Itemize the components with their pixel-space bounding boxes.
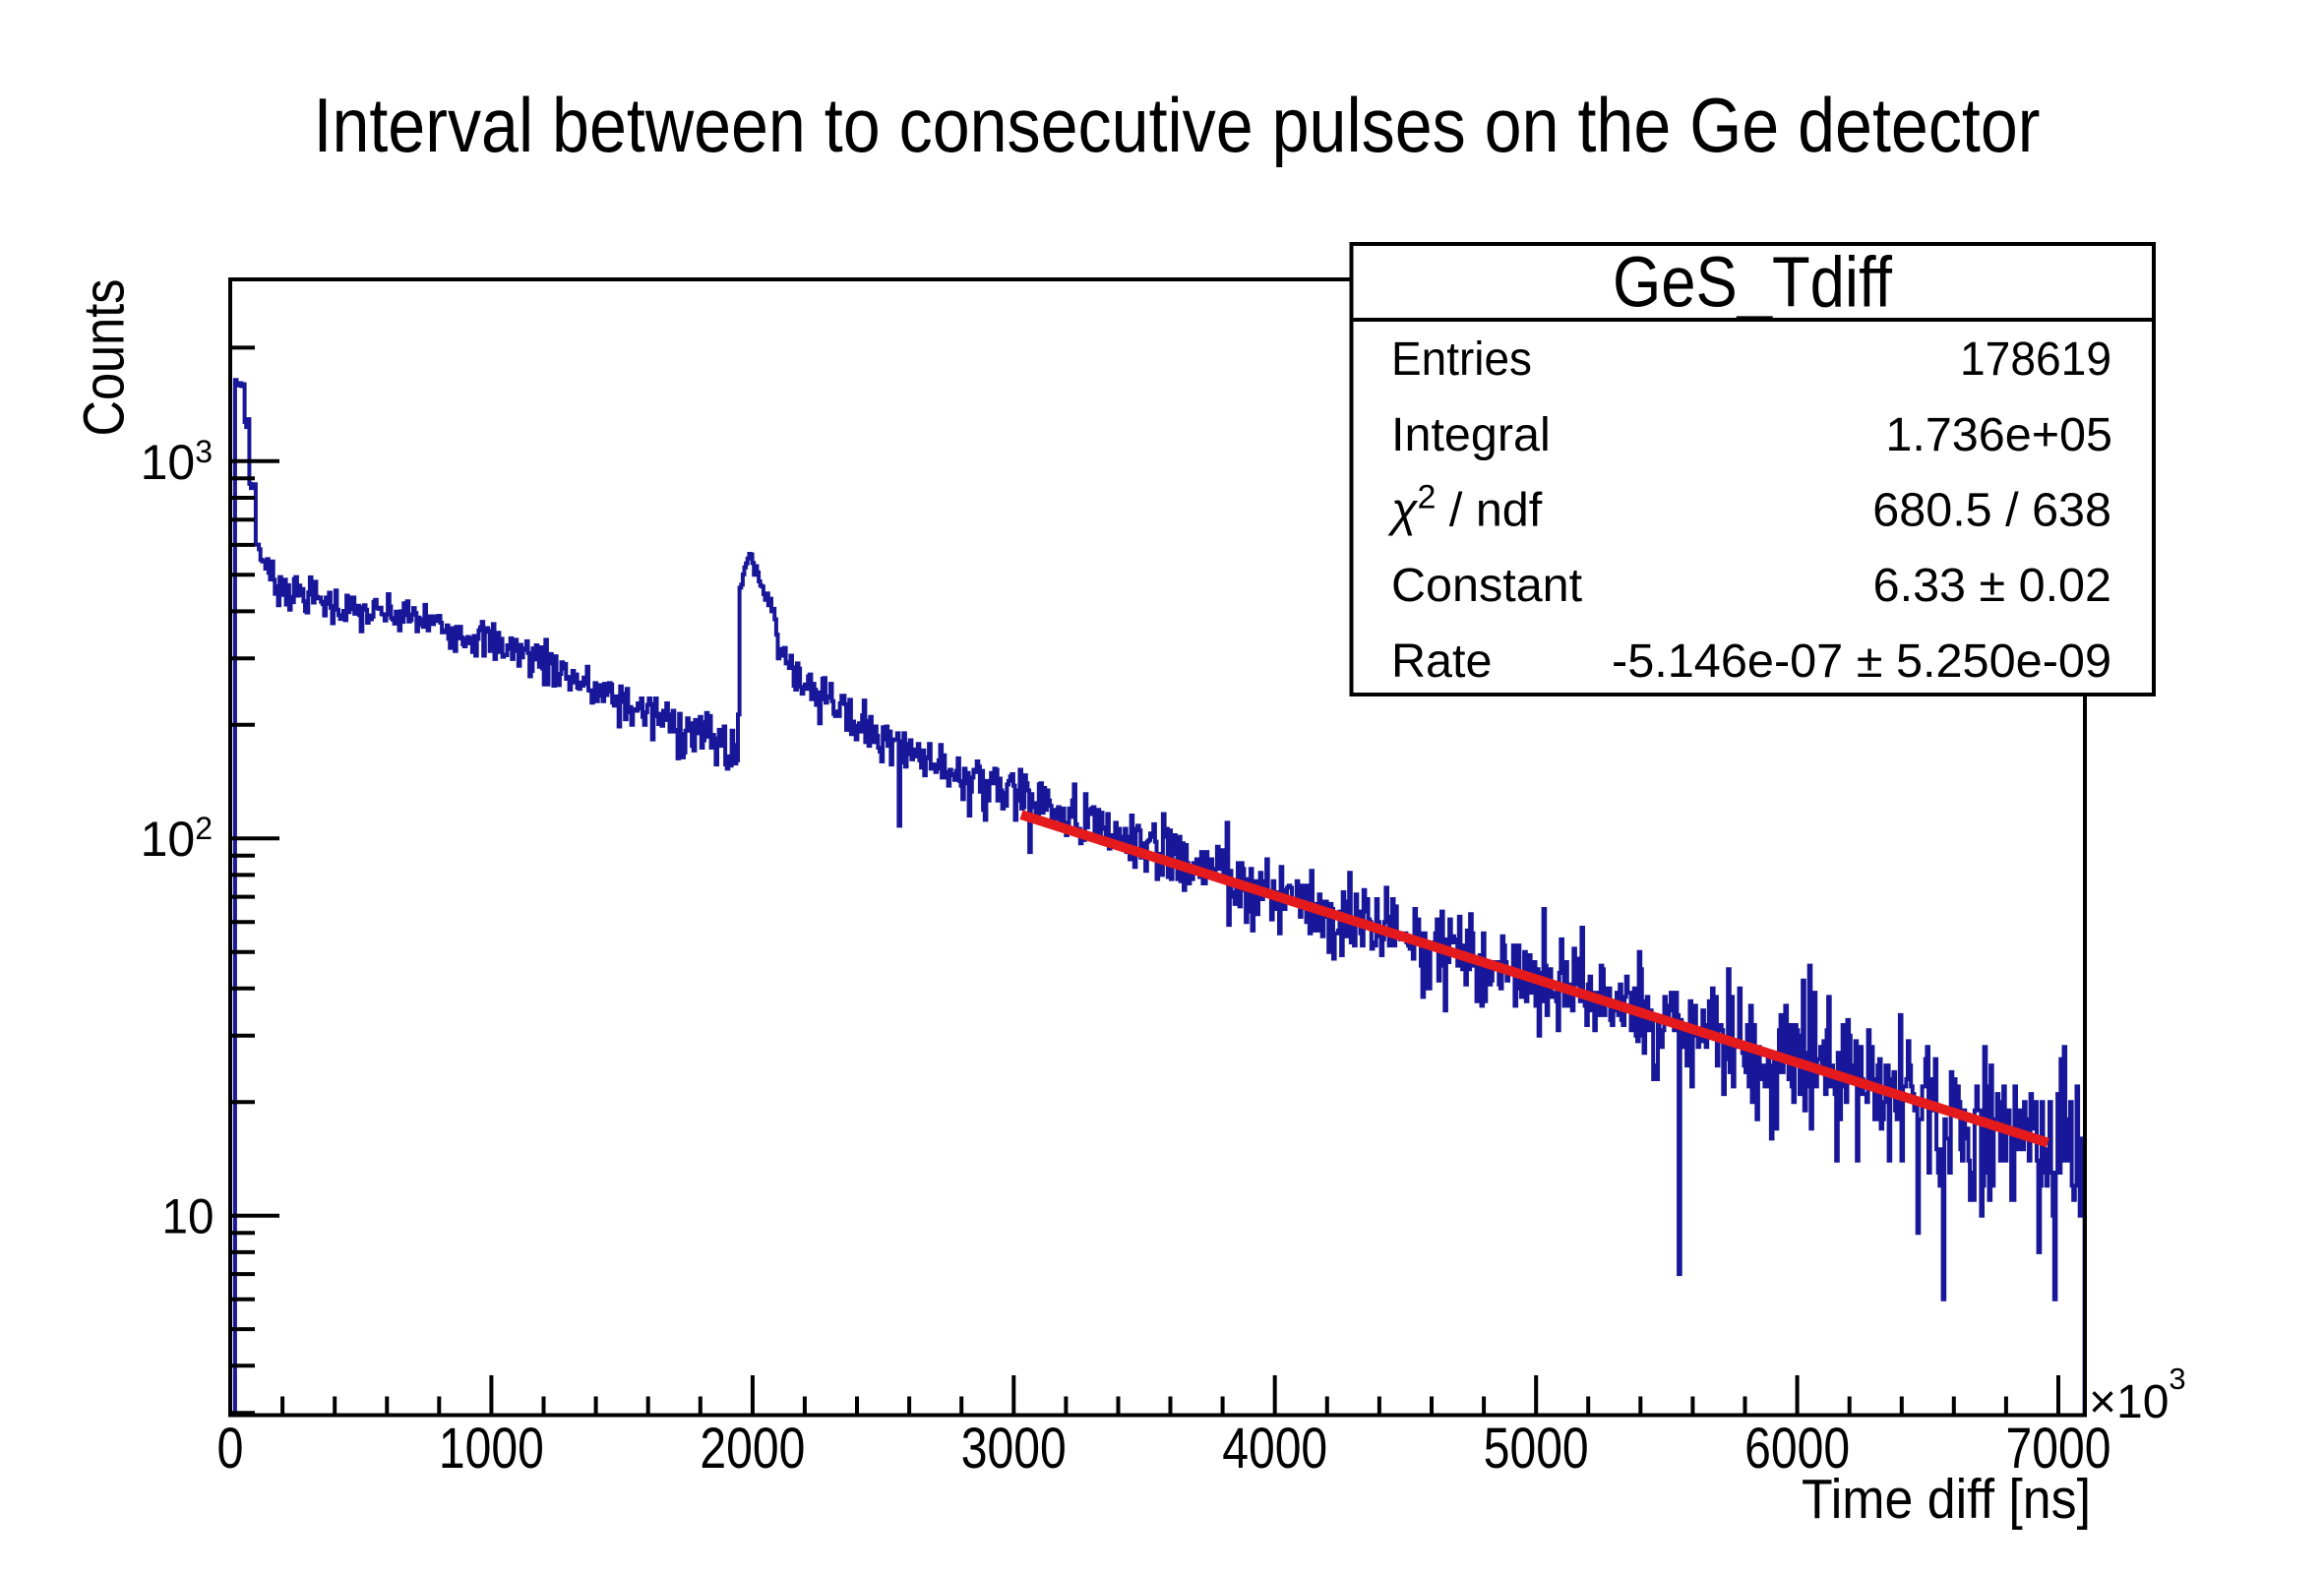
svg-text:Interval between to consecutiv: Interval between to consecutive pulses o…: [314, 82, 2041, 168]
svg-text:103: 103: [141, 434, 213, 490]
svg-text:1.736e+05: 1.736e+05: [1885, 408, 2112, 461]
svg-text:7000: 7000: [2006, 1417, 2111, 1481]
svg-text:Counts: Counts: [73, 279, 137, 437]
svg-text:680.5 / 638: 680.5 / 638: [1872, 484, 2111, 537]
svg-text:102: 102: [141, 811, 213, 867]
svg-text:Time diff [ns]: Time diff [ns]: [1802, 1468, 2091, 1531]
svg-text:6000: 6000: [1744, 1417, 1850, 1481]
svg-text:χ2 / ndf: χ2 / ndf: [1387, 479, 1543, 537]
svg-text:5000: 5000: [1484, 1417, 1589, 1481]
svg-text:4000: 4000: [1222, 1417, 1327, 1481]
svg-text:1000: 1000: [439, 1417, 544, 1481]
svg-text:Entries: Entries: [1391, 333, 1532, 386]
svg-text:10: 10: [162, 1189, 214, 1244]
svg-text:3000: 3000: [961, 1417, 1067, 1481]
svg-text:×103: ×103: [2089, 1362, 2186, 1428]
svg-text:GeS_Tdiff: GeS_Tdiff: [1613, 244, 1893, 323]
svg-text:-5.146e-07 ± 5.250e-09: -5.146e-07 ± 5.250e-09: [1612, 635, 2111, 688]
svg-text:Integral: Integral: [1391, 408, 1551, 461]
svg-text:178619: 178619: [1960, 333, 2111, 386]
svg-text:Rate: Rate: [1391, 635, 1492, 688]
svg-text:2000: 2000: [700, 1417, 805, 1481]
svg-text:Constant: Constant: [1391, 559, 1583, 612]
svg-text:6.33 ± 0.02: 6.33 ± 0.02: [1873, 559, 2111, 612]
svg-text:0: 0: [217, 1417, 244, 1481]
